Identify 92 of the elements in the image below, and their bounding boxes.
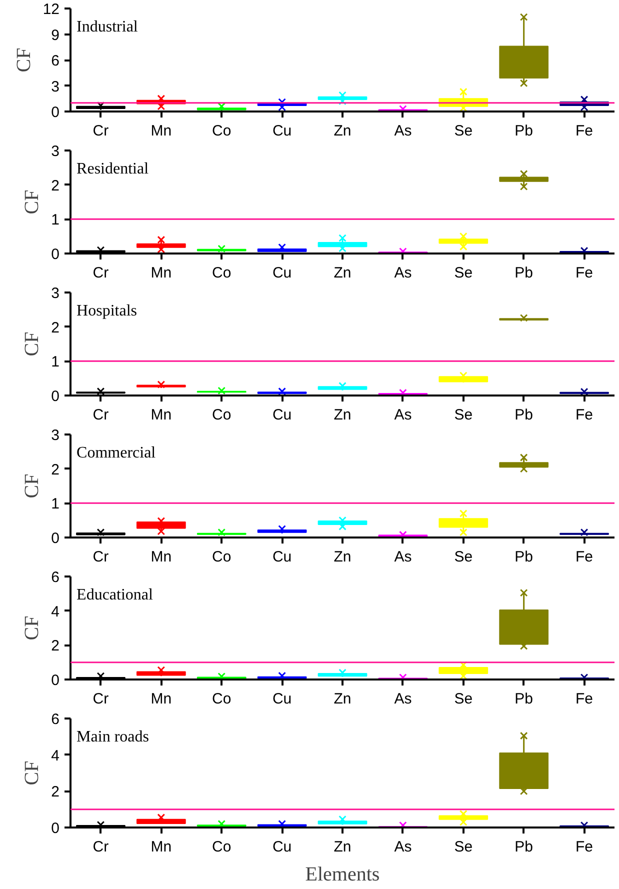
y-axis-title: CF: [21, 760, 44, 786]
text: Main roads: [76, 728, 149, 746]
y-tick-label: 1: [51, 496, 60, 513]
y-tick-label: 2: [51, 461, 60, 478]
y-axis-title: CF: [21, 190, 44, 214]
x-tick-label: Zn: [334, 122, 352, 140]
y-tick-label: 0: [51, 820, 60, 837]
x-tick-label: Mn: [150, 122, 172, 140]
text: Commercial: [76, 444, 156, 462]
x-tick-label: Cu: [272, 548, 292, 566]
x-tick-label: Cu: [272, 838, 292, 856]
x-tick-label: Pb: [514, 122, 534, 140]
x-tick-label: Fe: [576, 690, 594, 708]
x-tick-label: Fe: [576, 264, 594, 282]
x-tick-label: Pb: [514, 548, 534, 566]
y-tick-label: 4: [51, 603, 60, 620]
x-tick-label: Cu: [272, 122, 292, 140]
y-tick-label: 3: [51, 78, 60, 96]
x-tick-label: Co: [212, 548, 232, 566]
x-tick-label: As: [394, 838, 412, 856]
y-tick-label: 3: [51, 143, 60, 160]
y-tick-label: 1: [51, 212, 60, 229]
y-tick-label: 0: [51, 672, 60, 689]
x-tick-label: Se: [454, 838, 473, 856]
y-tick-label: 6: [51, 711, 60, 728]
y-tick-label: 12: [42, 1, 60, 18]
x-tick-label: Cr: [92, 406, 109, 424]
y-tick-label: 0: [51, 104, 60, 121]
x-tick-label: Se: [454, 406, 473, 424]
x-axis-title: Elements: [305, 864, 380, 886]
x-tick-label: Mn: [150, 264, 172, 282]
x-tick-label: Se: [454, 690, 473, 708]
y-tick-label: 6: [51, 52, 60, 70]
y-tick-label: 9: [51, 26, 60, 44]
x-tick-label: Mn: [150, 690, 172, 708]
x-tick-label: Se: [454, 122, 473, 140]
y-axis-title: CF: [21, 616, 44, 640]
x-tick-label: Fe: [576, 122, 594, 140]
x-tick-label: As: [394, 690, 412, 708]
x-tick-label: Se: [454, 264, 473, 282]
x-tick-label: Pb: [514, 838, 534, 856]
text: Hospitals: [76, 302, 137, 320]
x-tick-label: Pb: [514, 264, 534, 282]
x-tick-label: Fe: [576, 838, 594, 856]
text: Residential: [76, 160, 150, 178]
x-tick-label: Mn: [150, 406, 172, 424]
x-tick-label: Fe: [576, 406, 594, 424]
x-tick-label: As: [394, 548, 412, 566]
y-axis-title: CF: [12, 48, 35, 72]
x-tick-label: As: [394, 406, 412, 424]
y-tick-label: 2: [51, 319, 60, 336]
x-tick-label: Zn: [334, 264, 352, 282]
x-tick-label: Zn: [334, 690, 352, 708]
y-tick-label: 4: [51, 747, 60, 764]
text: Educational: [76, 586, 154, 604]
y-tick-label: 0: [51, 246, 60, 263]
y-tick-label: 2: [51, 177, 60, 194]
x-tick-label: Co: [212, 690, 232, 708]
x-tick-label: Pb: [514, 406, 534, 424]
x-tick-label: Cu: [272, 264, 292, 282]
y-tick-label: 3: [51, 427, 60, 444]
x-tick-label: Co: [212, 838, 232, 856]
x-tick-label: Mn: [150, 838, 172, 856]
x-tick-label: Pb: [514, 690, 534, 708]
y-axis-title: CF: [21, 474, 44, 498]
x-tick-label: Cu: [272, 690, 292, 708]
x-tick-label: Se: [454, 548, 473, 566]
y-tick-label: 0: [51, 530, 60, 547]
x-tick-label: Co: [212, 122, 232, 140]
x-tick-label: Zn: [334, 838, 352, 856]
y-tick-label: 1: [51, 354, 60, 371]
x-tick-label: Cr: [92, 838, 109, 856]
y-tick-label: 6: [51, 569, 60, 586]
x-tick-label: Cr: [92, 548, 109, 566]
text: Industrial: [76, 18, 138, 36]
x-tick-label: Zn: [334, 406, 352, 424]
y-tick-label: 2: [51, 784, 60, 801]
x-tick-label: Cr: [92, 264, 109, 282]
x-tick-label: Cr: [92, 122, 109, 140]
x-tick-label: Mn: [150, 548, 172, 566]
y-axis-title: CF: [21, 332, 44, 356]
x-tick-label: Zn: [334, 548, 352, 566]
y-tick-label: 2: [51, 638, 60, 655]
x-tick-label: Fe: [576, 548, 594, 566]
y-tick-label: 3: [51, 285, 60, 302]
x-tick-label: Co: [212, 264, 232, 282]
x-tick-label: Co: [212, 406, 232, 424]
x-tick-label: As: [394, 264, 412, 282]
x-tick-label: As: [394, 122, 412, 140]
x-tick-label: Cr: [92, 690, 109, 708]
y-tick-label: 0: [51, 388, 60, 405]
x-tick-label: Cu: [272, 406, 292, 424]
